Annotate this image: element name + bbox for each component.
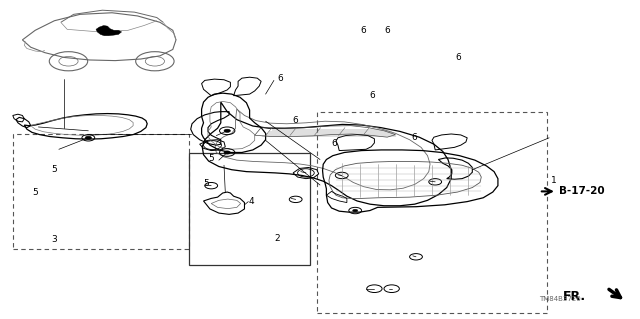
Text: 6: 6 [412,133,417,142]
Text: 6: 6 [293,116,298,125]
Text: 5: 5 [209,154,214,163]
Text: 4: 4 [248,197,253,206]
Text: 3: 3 [52,235,57,244]
Circle shape [224,129,230,132]
Text: 6: 6 [456,53,461,62]
Bar [189,153,310,265]
Text: 1: 1 [551,176,556,185]
Bar [13,134,189,249]
Circle shape [85,136,92,139]
Polygon shape [96,26,122,36]
Circle shape [224,151,230,154]
Circle shape [353,209,358,212]
Text: 5: 5 [33,188,38,197]
Text: 6: 6 [370,91,375,100]
Text: B-17-20: B-17-20 [559,186,604,197]
Text: 5: 5 [52,165,57,174]
Text: 6: 6 [332,139,337,148]
Text: 2: 2 [275,234,280,243]
Text: 6: 6 [361,26,366,35]
Text: FR.: FR. [563,290,586,303]
Text: TM84B3720: TM84B3720 [539,296,581,302]
Text: 6: 6 [385,26,390,35]
Text: 5: 5 [204,179,209,188]
Text: 6: 6 [278,74,283,83]
Bar [317,112,547,313]
